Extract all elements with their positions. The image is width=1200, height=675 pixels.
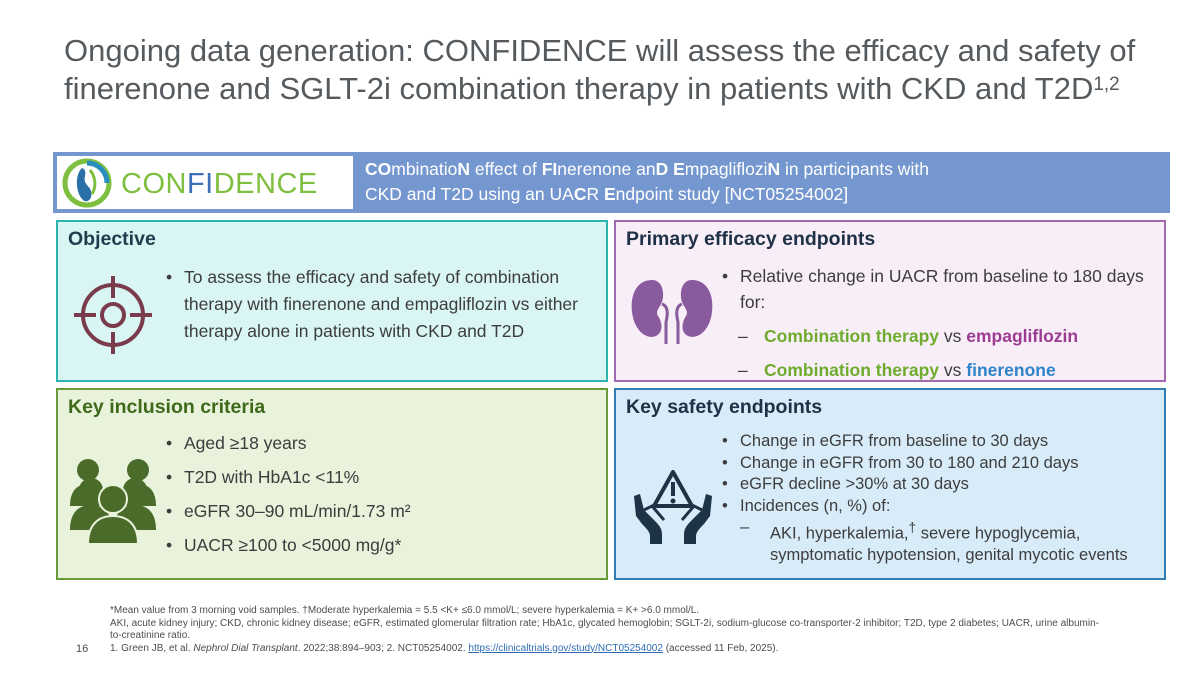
vs-label: vs (939, 326, 967, 346)
warning-hands-icon (634, 470, 712, 544)
logo-text-highlight: FI (186, 168, 214, 200)
description-text: in participants with (780, 159, 929, 179)
reference-journal: Nephrol Dial Transplant (193, 642, 298, 654)
inclusion-item: Aged ≥18 years (166, 430, 596, 456)
primary-endpoints-title: Primary efficacy endpoints (626, 228, 876, 250)
comparison-item: Combination therapy vs empagliflozin (722, 323, 1162, 349)
footnote-references: 1. Green JB, et al. Nephrol Dial Transpl… (110, 643, 1110, 656)
footnotes: *Mean value from 3 morning void samples.… (110, 605, 1110, 655)
combination-therapy-label: Combination therapy (764, 360, 940, 380)
acronym-letter: D (655, 159, 669, 179)
safety-subitem-text: severe hypoglycemia, symptomatic hypoten… (770, 524, 1128, 565)
inclusion-item: UACR ≥100 to <5000 mg/g* (166, 532, 596, 558)
study-description-line-2: CKD and T2D using an UACR Endpoint study… (365, 182, 1165, 207)
confidence-logo-icon (62, 158, 112, 208)
footnote-abbreviations: AKI, acute kidney injury; CKD, chronic k… (110, 617, 1099, 642)
safety-item: Change in eGFR from baseline to 30 days (722, 431, 1162, 453)
safety-subitem: AKI, hyperkalemia,† severe hypoglycemia,… (722, 517, 1162, 567)
safety-subitem-text: AKI, hyperkalemia, (770, 524, 909, 543)
page-number: 16 (76, 643, 89, 655)
acronym-letter: E (603, 184, 616, 204)
study-banner: CONFIDENCE COmbinatioN effect of FIneren… (53, 152, 1170, 213)
reference-text: . 2022;38:894–903; 2. NCT05254002. (297, 642, 469, 654)
combination-therapy-label: Combination therapy (764, 326, 940, 346)
clinicaltrials-link[interactable]: https://clinicaltrials.gov/study/NCT0525… (468, 642, 663, 654)
people-group-icon (70, 459, 156, 544)
description-text: mpagliflozi (684, 159, 768, 179)
inclusion-criteria-panel: Key inclusion criteria Aged ≥18 years T2… (56, 388, 608, 580)
confidence-logo: CONFIDENCE (57, 156, 353, 209)
description-text: mbinatio (391, 159, 458, 179)
study-description-line-1: COmbinatioN effect of FInerenone anD Emp… (365, 157, 1165, 182)
description-text: nerenone an (557, 159, 656, 179)
description-text: R (586, 184, 604, 204)
description-text: ndpoint study [NCT05254002] (615, 184, 849, 204)
objective-item: To assess the efficacy and safety of com… (166, 264, 596, 345)
safety-item: eGFR decline >30% at 30 days (722, 474, 1162, 496)
safety-item: Change in eGFR from 30 to 180 and 210 da… (722, 453, 1162, 475)
acronym-letter: N (767, 159, 781, 179)
objective-title: Objective (68, 228, 156, 250)
safety-item: Incidences (n, %) of: (722, 496, 1162, 518)
footnote-definitions: *Mean value from 3 morning void samples.… (110, 605, 700, 616)
description-text: CKD and T2D using an UA (365, 184, 574, 204)
safety-endpoints-list: Change in eGFR from baseline to 30 days … (722, 431, 1162, 567)
acronym-letter: CO (365, 159, 392, 179)
study-description: COmbinatioN effect of FInerenone anD Emp… (365, 157, 1165, 207)
objective-panel: Objective To assess the efficacy and saf… (56, 220, 608, 382)
slide-title: Ongoing data generation: CONFIDENCE will… (64, 32, 1154, 108)
kidneys-icon (631, 280, 713, 344)
primary-endpoint-item: Relative change in UACR from baseline to… (722, 263, 1162, 315)
inclusion-item: T2D with HbA1c <11% (166, 464, 596, 490)
acronym-letter: FI (541, 159, 558, 179)
acronym-letter: N (457, 159, 471, 179)
description-text: effect of (470, 159, 542, 179)
dagger-superscript: † (908, 520, 917, 535)
vs-label: vs (939, 360, 967, 380)
empagliflozin-label: empagliflozin (966, 326, 1079, 346)
confidence-logo-text: CONFIDENCE (121, 168, 318, 201)
target-icon (74, 276, 152, 354)
inclusion-item: eGFR 30–90 mL/min/1.73 m² (166, 498, 596, 524)
primary-endpoints-list: Relative change in UACR from baseline to… (722, 263, 1162, 383)
acronym-letter: E (673, 159, 685, 179)
reference-text: 1. Green JB, et al. (110, 642, 194, 654)
primary-endpoints-panel: Primary efficacy endpoints Relative chan… (614, 220, 1166, 383)
objective-list: To assess the efficacy and safety of com… (166, 264, 596, 345)
logo-text-part: DENCE (213, 168, 318, 200)
logo-text-part: CON (121, 168, 187, 200)
inclusion-criteria-list: Aged ≥18 years T2D with HbA1c <11% eGFR … (166, 430, 596, 566)
title-reference-superscript: 1,2 (1093, 74, 1120, 95)
reference-text: (accessed 11 Feb, 2025). (662, 642, 779, 654)
comparison-item: Combination therapy vs finerenone (722, 357, 1162, 383)
inclusion-criteria-title: Key inclusion criteria (68, 396, 266, 418)
finerenone-label: finerenone (966, 360, 1056, 380)
slide-title-text: Ongoing data generation: CONFIDENCE will… (64, 33, 1136, 106)
acronym-letter: C (573, 184, 587, 204)
safety-endpoints-title: Key safety endpoints (626, 396, 823, 418)
safety-endpoints-panel: Key safety endpoints Change in eGFR from… (614, 388, 1166, 580)
